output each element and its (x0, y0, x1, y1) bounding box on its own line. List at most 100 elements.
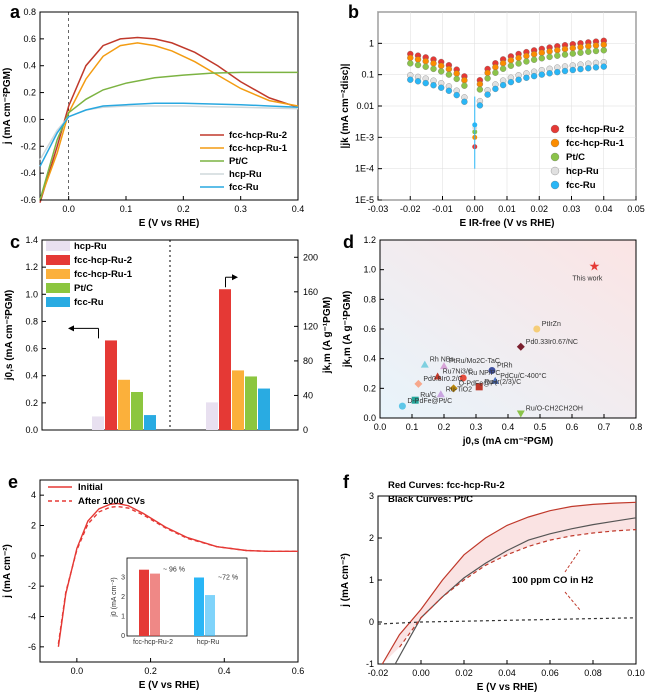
panel-b-point-Pt/C (523, 58, 530, 65)
panel-d-ytick-label: 0.0 (363, 413, 376, 423)
panel-b-point-fcc-Ru (476, 102, 484, 109)
panel-b-point-Pt/C (600, 47, 607, 54)
panel-b-point-fcc-Ru (453, 91, 460, 99)
panel-b-point-fcc-Ru (530, 72, 538, 80)
panel-b-xtick-label: 0.00 (466, 204, 484, 214)
panel-d-point-label: This work (572, 276, 602, 283)
panel-a-xtick-label: 0.3 (234, 204, 247, 214)
panel-c-ytick-label: 80 (303, 356, 313, 366)
panel-b-point-Pt/C (438, 68, 445, 75)
panel-d-background (380, 240, 636, 418)
panel-d-xtick-label: 0.5 (534, 422, 547, 432)
panel-b-point-fcc-hcp-Ru-1 (445, 65, 453, 73)
panel-e-xtick-label: 0.2 (144, 666, 157, 676)
panel-b-point-fcc-Ru (407, 76, 414, 83)
panel-b-point-fcc-Ru (546, 70, 553, 77)
panel-b-point-Pt/C (499, 65, 507, 72)
panel-b-point-fcc-hcp-Ru-1 (600, 41, 607, 48)
panel-c-ytick-label: 200 (303, 252, 318, 262)
panel-d-point (414, 379, 423, 388)
panel-b-point-Pt/C (492, 69, 499, 76)
panel-b-xtick-label: -0.02 (400, 204, 421, 214)
panel-b-point-fcc-hcp-Ru-1 (561, 45, 569, 53)
panel-e-inset-pct: ~72 % (218, 575, 238, 582)
panel-d-point-label: Ru NP/PC (468, 370, 500, 377)
panel-e-ytick-label: -6 (28, 642, 36, 652)
panel-b-point-fcc-Ru (499, 81, 507, 89)
panel-b-point-fcc-Ru (414, 78, 422, 85)
panel-e-inset-bar-after (205, 595, 215, 636)
panel-d-point (398, 402, 406, 410)
panel-b-point-fcc-hcp-Ru-1 (461, 77, 468, 84)
panel-f-annotation-arrow (564, 591, 581, 611)
panel-e-ytick-label: -4 (28, 612, 36, 622)
panel-d-xtick-label: 0.8 (630, 422, 643, 432)
panel-b-point-Pt/C (453, 75, 460, 83)
panel-c-ytick-label: 1.0 (25, 289, 38, 299)
panel-d-point-label: Ru-Ir(2/3)/C (484, 379, 521, 386)
panel-f-note-red: Red Curves: fcc-hcp-Ru-2 (388, 480, 505, 491)
panel-d-point-label: Pd0.33Ir0.67/NC (526, 339, 578, 346)
panel-c-bar-right-fcc-Ru (258, 388, 270, 430)
panel-e-ytick-label: 2 (31, 521, 36, 531)
panel-b-ytick-label: 1E-4 (355, 164, 374, 174)
panel-b-point-fcc-Ru (422, 79, 429, 87)
panel-b-point-Pt/C (414, 61, 422, 69)
panel-d-point-label: PdCu/C-400°C (500, 372, 546, 380)
panel-b-xtick-label: 0.04 (595, 204, 613, 214)
panel-c-ytick-label: 1.4 (25, 235, 38, 245)
panel-b-point-fcc-Ru (461, 98, 468, 105)
panel-e-inset-bar-before (194, 577, 204, 636)
panel-e-ytick-label: 0 (31, 551, 36, 561)
panel-b-point-fcc-Ru (561, 67, 569, 75)
panel-c-legend-label: fcc-Ru (74, 297, 104, 308)
panel-b-point-fcc-hcp-Ru-1 (492, 64, 499, 71)
panel-f-ytick-label: 1 (369, 575, 374, 585)
panel-b-point-fcc-hcp-Ru-1 (592, 42, 600, 49)
panel-f-xtick-label: 0.02 (455, 668, 473, 678)
panel-a-line-fcc-Ru (39, 102, 299, 167)
panel-d-xtick-label: 0.3 (470, 422, 483, 432)
panel-b-point-Pt/C (507, 62, 515, 69)
panel-c-legend-label: hcp-Ru (74, 241, 107, 252)
panel-f-xtick-label: -0.02 (368, 668, 389, 678)
panel-b-legend-label: fcc-Ru (566, 180, 596, 191)
panel-f-ytick-label: -1 (366, 659, 374, 669)
panel-e-inset-bar-before (139, 569, 149, 636)
panel-a-legend-label: fcc-hcp-Ru-2 (229, 130, 287, 141)
panel-b-point-Pt/C (476, 86, 484, 93)
panel-b-xtick-label: 0.01 (498, 204, 516, 214)
panel-d-point-label: D-PdFe@Pt/C (407, 398, 452, 405)
panel-d-point (491, 376, 500, 384)
panel-c-ytick-label: 0 (303, 425, 308, 435)
panel-b-point-Pt/C (561, 51, 569, 58)
panel-b-legend-label: fcc-hcp-Ru-2 (566, 124, 624, 135)
panel-e-xtick-label: 0.0 (71, 666, 84, 676)
panel-a-legend-label: Pt/C (229, 156, 248, 167)
panel-e-inset-ytick: 3 (121, 575, 125, 582)
panel-d-point-label: PtRh (497, 363, 513, 370)
panel-c-bar-left-fcc-hcp-Ru-1 (118, 379, 130, 430)
panel-e-inset-bar-after (150, 573, 160, 636)
panel-b-point-fcc-Ru (507, 78, 515, 86)
panel-f-line-Pt/C + CO (377, 617, 637, 625)
panel-b-legend-marker (550, 124, 560, 134)
panel-c-legend-label: fcc-hcp-Ru-1 (74, 269, 133, 280)
panel-c-bar-right-fcc-hcp-Ru-2 (219, 289, 231, 430)
panel-e-xtick-label: 0.4 (218, 666, 231, 676)
panel-d-point (488, 367, 496, 375)
panel-e-ytick-label: 4 (31, 490, 36, 500)
panel-e-xtick-label: 0.6 (292, 666, 305, 676)
panel-e-legend-label: After 1000 CVs (78, 496, 145, 507)
panel-c-bar-right-fcc-hcp-Ru-1 (232, 370, 244, 430)
panel-c-bar-left-fcc-Ru (144, 415, 156, 430)
panel-a-ytick-label: 0.6 (23, 34, 36, 44)
panel-f-xtick-label: 0.04 (498, 668, 516, 678)
panel-b-point-Pt/C (585, 48, 592, 55)
panel-e-inset-ytick: 1 (121, 614, 125, 621)
panel-e-inset-group-label: fcc-hcp-Ru-2 (133, 639, 173, 646)
panel-f-xlabel: E (V vs RHE) (477, 682, 538, 693)
panel-f-line-fcc-hcp-Ru-2 + CO (399, 529, 637, 648)
panel-b-point-fcc-hcp-Ru-1 (538, 49, 545, 56)
panel-c-ylabel-right: jk,m (A g⁻¹PGM) (322, 297, 333, 375)
